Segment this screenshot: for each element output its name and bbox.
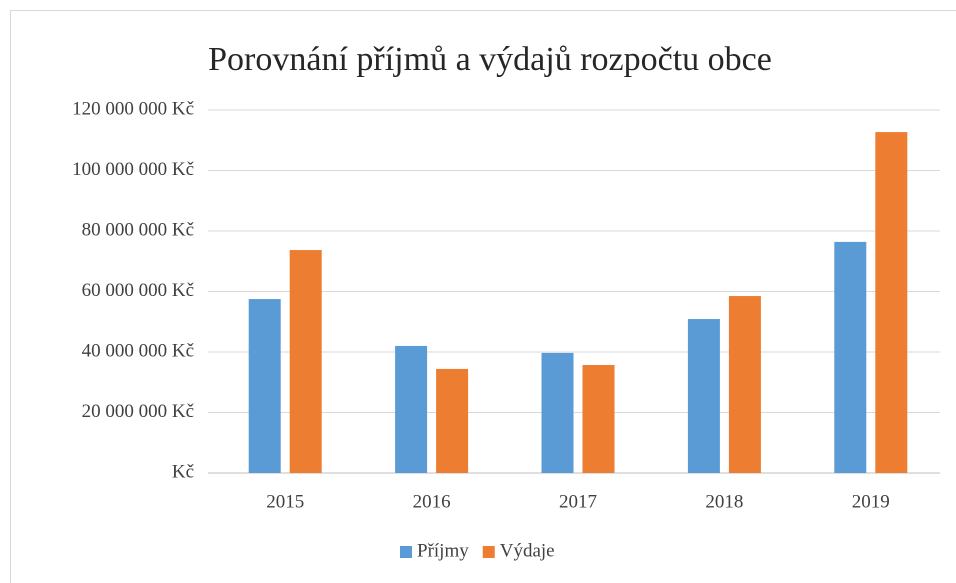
legend-label: Příjmy [417,540,469,561]
legend-label: Výdaje [500,540,555,561]
y-tick-label: 100 000 000 Kč [72,159,194,180]
y-tick-label: 60 000 000 Kč [82,280,194,301]
x-tick-label: 2017 [559,491,597,512]
legend-swatch [400,546,412,558]
bar [248,299,281,473]
x-tick-label: 2016 [413,491,451,512]
chart-border [10,10,956,583]
bar [541,352,574,473]
x-tick-label: 2015 [266,491,304,512]
bar [395,345,428,473]
bar [834,241,867,473]
y-tick-label: 80 000 000 Kč [82,219,194,240]
bar [436,368,469,473]
bar [582,365,615,473]
bar [289,250,322,473]
bar [728,296,761,473]
y-tick-label: Kč [172,461,194,482]
bar [875,132,908,473]
bar [687,319,720,473]
legend-swatch [482,546,495,558]
y-tick-label: 120 000 000 Kč [72,98,194,119]
chart-title: Porovnání příjmů a výdajů rozpočtu obce [208,41,772,78]
y-tick-label: 40 000 000 Kč [82,340,194,361]
x-tick-label: 2019 [852,491,890,512]
y-tick-label: 20 000 000 Kč [82,401,194,422]
x-tick-label: 2018 [705,491,743,512]
